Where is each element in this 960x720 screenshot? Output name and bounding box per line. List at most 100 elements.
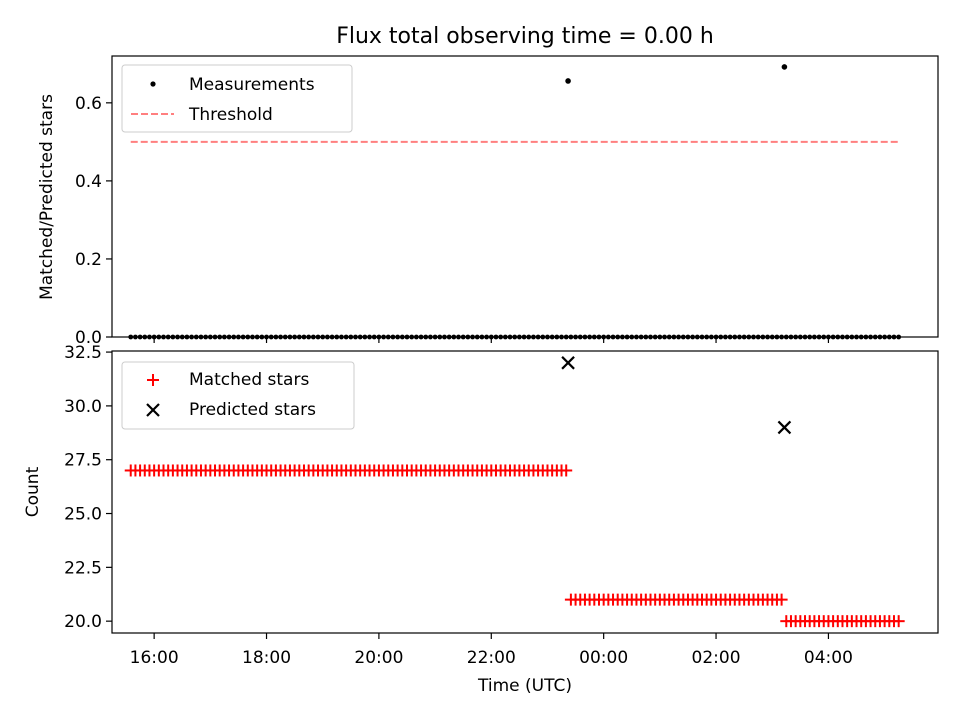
measurement-point [456,334,461,340]
legend-matched-stars-label: Matched stars [189,370,309,390]
measurement-point [807,334,813,340]
measurement-point [582,334,588,340]
measurement-point [573,334,578,340]
measurement-point [296,334,302,340]
measurement-point [685,334,691,340]
measurement-point [362,334,368,340]
measurement-point [156,334,162,340]
measurement-point [479,334,485,340]
measurement-point [835,334,841,340]
measurement-point [615,334,621,340]
measurement-point [774,334,780,340]
measurement-point [605,334,611,340]
measurement-point [385,334,391,340]
legend-predicted-stars-marker [146,403,160,417]
measurement-point [460,334,466,340]
x-tick-label: 20:00 [354,648,403,668]
bottom-y-axis-label: Count [23,466,43,517]
bottom-x-axis: 16:00 18:00 20:00 22:00 00:00 02:00 04:00 [130,633,853,668]
measurement-point [896,334,902,340]
measurement-point [643,334,649,340]
measurement-point [779,334,785,340]
measurement-point [849,334,855,340]
top-legend: Measurements Threshold [121,64,353,133]
measurement-point [531,334,536,340]
measurement-point [217,334,223,340]
measurement-point [868,334,873,340]
measurement-point [844,334,850,340]
measurement-point [273,334,279,340]
chart-title: Flux total observing time = 0.00 h [336,24,714,49]
measurement-point [619,334,625,340]
measurement-point [245,334,251,340]
measurement-point [769,334,775,340]
measurement-point [147,334,152,340]
measurement-point [371,334,377,340]
measurement-point [451,334,457,340]
x-tick-label: 18:00 [242,648,291,668]
measurement-point [872,334,878,340]
measurement-point [554,334,560,340]
measurement-point [207,334,213,340]
measurement-point [516,334,522,340]
measurement-point [713,334,719,340]
measurement-point [348,334,354,340]
measurement-point [310,334,316,340]
bottom-plot-area [124,356,905,628]
measurement-point [221,334,227,340]
measurement-point [563,334,569,340]
measurement-point [470,334,475,340]
measurement-point [821,334,827,340]
measurement-point [399,334,405,340]
measurement-point [634,334,639,340]
measurement-point [666,334,672,340]
measurement-point [629,334,635,340]
measurement-point [465,334,471,340]
measurement-point [596,334,602,340]
x-tick-label: 04:00 [804,648,853,668]
bottom-y-tick-label: 22.5 [64,558,102,578]
bottom-y-tick-label: 32.5 [64,343,102,363]
measurement-point [446,334,452,340]
measurement-point [610,334,616,340]
measurement-point [648,334,653,340]
bottom-legend-box [121,361,355,430]
bottom-y-tick-label: 27.5 [64,451,102,471]
measurement-point [746,334,752,340]
measurement-point [250,334,255,340]
measurement-point [301,334,307,340]
measurement-point [891,334,897,340]
measurement-point [236,334,241,340]
measurement-point [367,334,372,340]
measurement-point [320,334,326,340]
measurement-point [226,334,232,340]
top-y-axis: 0.0 0.2 0.4 0.6 [75,94,112,348]
measurement-point [624,334,630,340]
measurement-point [540,334,546,340]
legend-predicted-stars-label: Predicted stars [189,400,316,420]
measurement-point [315,334,321,340]
measurement-point [877,334,883,340]
measurement-point [264,334,269,340]
x-tick-label: 16:00 [130,648,179,668]
measurement-point [498,334,504,340]
measurement-point [760,334,766,340]
measurement-point [413,334,419,340]
measurement-point [565,78,571,84]
x-tick-label: 00:00 [579,648,628,668]
measurement-point [133,334,138,340]
measurement-point [170,334,176,340]
top-plot-area [128,64,902,340]
measurement-point [591,334,597,340]
measurement-point [203,334,209,340]
measurement-point [568,334,574,340]
measurement-point [212,334,218,340]
measurement-point [381,334,386,340]
top-y-tick-label: 0.2 [75,250,102,270]
measurement-point [559,334,564,340]
top-legend-box [121,64,353,133]
matched-stars-point [775,593,788,606]
measurement-point [535,334,541,340]
measurement-point [151,334,157,340]
